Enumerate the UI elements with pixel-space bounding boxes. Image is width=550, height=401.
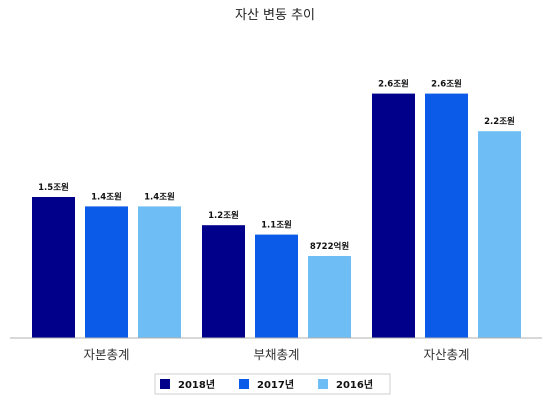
data-label-3-1: 2.6조원 — [378, 79, 409, 90]
category-label-1: 자본총계 — [83, 347, 129, 362]
data-label-1-1: 1.5조원 — [38, 182, 69, 193]
data-label-2-1: 1.2조원 — [208, 210, 239, 221]
bar-1-3 — [138, 206, 181, 338]
legend-label-3: 2016년 — [336, 378, 373, 391]
data-label-3-3: 2.2조원 — [484, 116, 515, 127]
bar-1-1 — [32, 197, 75, 338]
category-label-3: 자산총계 — [423, 347, 469, 362]
bar-3-2 — [425, 93, 468, 338]
legend-label-1: 2018년 — [178, 378, 215, 391]
bar-3-1 — [372, 93, 415, 338]
data-label-1-2: 1.4조원 — [91, 191, 122, 202]
bar-3-3 — [478, 131, 521, 338]
data-label-3-2: 2.6조원 — [431, 79, 462, 90]
bars-layer — [32, 93, 521, 338]
data-labels-layer: 1.5조원 1.4조원 1.4조원 1.2조원 1.1조원 8722억원 2.6조원 2.6조… — [38, 79, 515, 252]
legend-frame — [154, 373, 391, 395]
legend-swatch-2 — [239, 379, 249, 389]
category-labels-layer: 자본총계 부채총계 자산총계 — [83, 347, 469, 362]
category-label-2: 부채총계 — [253, 347, 299, 362]
legend-swatch-3 — [318, 379, 328, 389]
bar-1-2 — [85, 206, 128, 338]
legend-label-2: 2017년 — [257, 378, 294, 391]
data-label-2-2: 1.1조원 — [261, 220, 292, 231]
legend-swatch-1 — [160, 379, 170, 389]
bar-2-1 — [202, 225, 245, 338]
chart-title: 자산 변동 추이 — [235, 8, 315, 23]
bar-2-2 — [255, 234, 298, 338]
data-label-1-3: 1.4조원 — [144, 191, 175, 202]
data-label-2-3: 8722억원 — [310, 241, 349, 252]
legend: 2018년 2017년 2016년 — [154, 373, 391, 395]
bar-2-3 — [308, 256, 351, 338]
